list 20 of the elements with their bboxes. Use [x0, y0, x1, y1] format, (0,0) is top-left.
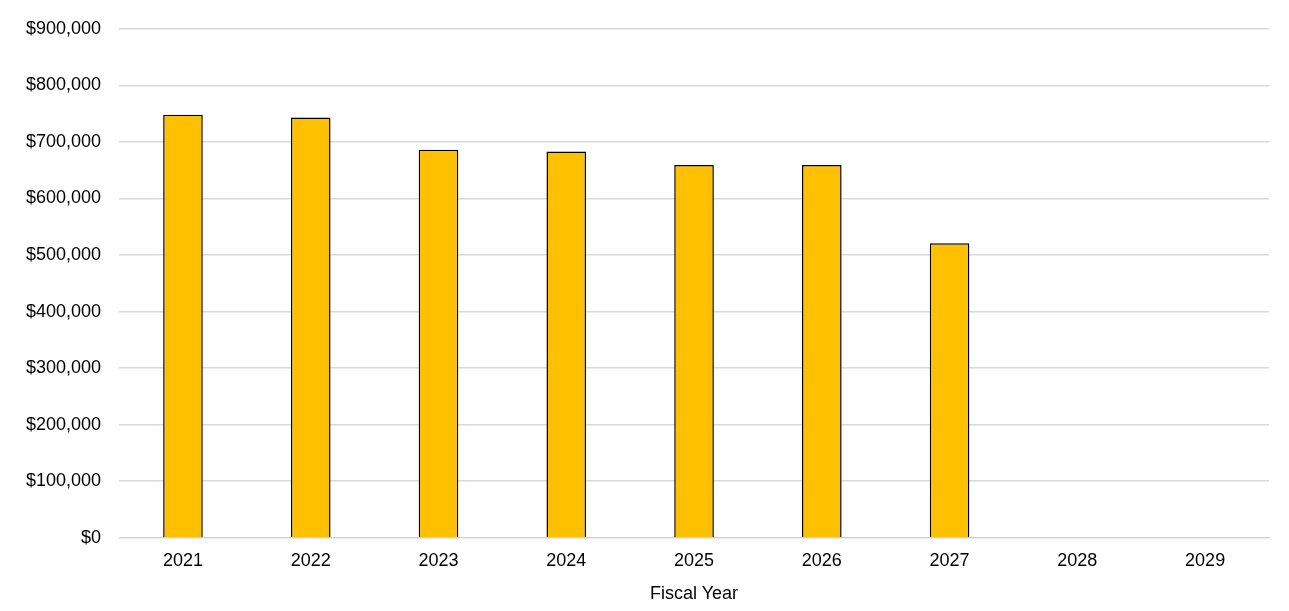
y-tick-label: $800,000 — [26, 74, 102, 95]
y-tick-label: $0 — [81, 526, 102, 547]
y-tick-label: $100,000 — [26, 470, 102, 491]
x-tick-label: 2023 — [418, 549, 459, 570]
x-tick-label: 2022 — [290, 549, 331, 570]
y-tick-label: $300,000 — [26, 357, 102, 378]
x-tick-label: 2024 — [546, 549, 587, 570]
y-tick-label: $200,000 — [26, 413, 102, 434]
x-tick-label: 2027 — [929, 549, 970, 570]
x-axis-title: Fiscal Year — [650, 583, 739, 604]
y-tick-label: $400,000 — [26, 300, 102, 321]
x-tick-label: 2021 — [162, 549, 203, 570]
y-tick-label: $500,000 — [26, 243, 102, 264]
y-tick-label: $900,000 — [26, 17, 102, 38]
y-tick-label: $600,000 — [26, 187, 102, 208]
x-tick-label: 2025 — [674, 549, 715, 570]
x-tick-label: 2026 — [801, 549, 842, 570]
x-tick-label: 2029 — [1185, 549, 1226, 570]
x-tick-label: 2028 — [1057, 549, 1098, 570]
y-tick-label: $700,000 — [26, 130, 102, 151]
